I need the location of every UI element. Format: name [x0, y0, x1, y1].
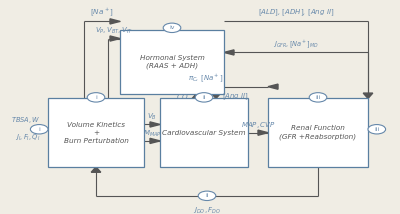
Bar	[48, 98, 144, 167]
Polygon shape	[211, 93, 221, 98]
Text: Hormonal System
(RAAS + ADH): Hormonal System (RAAS + ADH)	[140, 55, 204, 69]
Text: Volume Kinetics
+
Burn Perturbation: Volume Kinetics + Burn Perturbation	[64, 122, 128, 144]
Text: $[Ang\ II]$: $[Ang\ II]$	[222, 91, 249, 102]
Polygon shape	[110, 36, 120, 41]
Polygon shape	[224, 50, 234, 55]
Text: $[Na^+]$: $[Na^+]$	[90, 6, 114, 18]
Circle shape	[309, 93, 327, 102]
Text: $CO$: $CO$	[176, 92, 189, 101]
Polygon shape	[110, 19, 120, 24]
Circle shape	[368, 125, 386, 134]
Circle shape	[87, 93, 105, 102]
Text: Renal Function
(GFR +Reabsorption): Renal Function (GFR +Reabsorption)	[280, 125, 356, 140]
Polygon shape	[91, 167, 101, 172]
Text: iii: iii	[315, 95, 321, 100]
Text: i: i	[95, 95, 97, 100]
Polygon shape	[363, 93, 373, 98]
Bar	[160, 98, 248, 167]
Circle shape	[195, 93, 213, 102]
Bar	[120, 30, 224, 94]
Text: ii: ii	[202, 95, 206, 100]
Text: iv: iv	[169, 25, 175, 30]
Text: $J_{DO}, F_{DO}$: $J_{DO}, F_{DO}$	[193, 205, 221, 214]
Text: ii: ii	[205, 193, 209, 198]
Text: iii: iii	[374, 127, 380, 132]
Text: $M_{MAP}$: $M_{MAP}$	[143, 129, 161, 139]
Text: $J_I, F_I, Q_I$: $J_I, F_I, Q_I$	[15, 133, 40, 143]
Text: $[ALD]$, $[ADH]$, $[Ang\ II]$: $[ALD]$, $[ADH]$, $[Ang\ II]$	[258, 8, 334, 18]
Text: $\pi_C$, $[Na^+]$: $\pi_C$, $[Na^+]$	[188, 72, 224, 84]
Text: Cardiovascular System: Cardiovascular System	[162, 130, 246, 136]
Text: i: i	[38, 127, 40, 132]
Text: $J_{GFR}, [Na^+]_{MD}$: $J_{GFR}, [Na^+]_{MD}$	[273, 38, 319, 50]
Text: $V_B$: $V_B$	[147, 112, 157, 122]
Text: $V_P, V_{BT}, V_{IT}$: $V_P, V_{BT}, V_{IT}$	[95, 26, 133, 36]
Polygon shape	[258, 130, 268, 135]
Circle shape	[198, 191, 216, 201]
Polygon shape	[191, 94, 201, 100]
Text: $MAP, CVP$: $MAP, CVP$	[241, 120, 275, 130]
Circle shape	[30, 125, 48, 134]
Polygon shape	[150, 122, 160, 127]
Bar	[268, 98, 368, 167]
Circle shape	[163, 23, 181, 33]
Polygon shape	[150, 138, 160, 143]
Polygon shape	[268, 84, 278, 89]
Text: $TBSA, W$: $TBSA, W$	[10, 115, 40, 125]
